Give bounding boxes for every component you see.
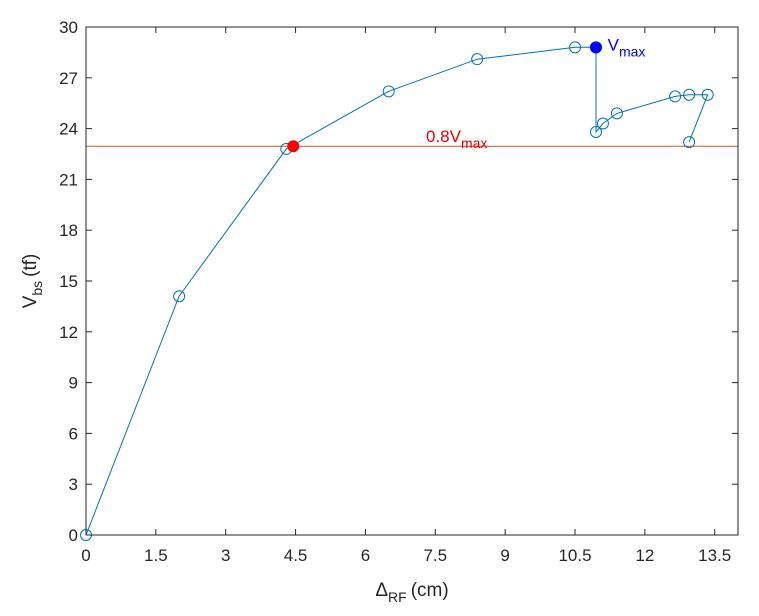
data-point: [610, 107, 623, 120]
x-tick-label: 6: [361, 546, 370, 565]
data-point: [471, 53, 484, 66]
y-tick-label: 18: [59, 221, 78, 240]
plot-frame: [85, 26, 739, 536]
y-tick-label: 24: [59, 120, 78, 139]
x-tick-label: 10.5: [558, 546, 591, 565]
data-point: [701, 88, 714, 101]
x-tick-label: 4.5: [284, 546, 308, 565]
data-point: [589, 125, 602, 138]
data-point: [669, 90, 682, 103]
x-axis-symbol: Δ: [375, 580, 388, 601]
x-tick-label: 13.5: [698, 546, 731, 565]
highlight-point: [287, 140, 300, 153]
y-tick-label: 9: [69, 374, 78, 393]
y-tick-label: 15: [59, 272, 78, 291]
data-point: [569, 41, 581, 54]
axes: 0 1.5 3 4.5 6 7.5 9 10.5 12 13.5 0 3 6 9 12 15 18 21 24 27 3…: [59, 18, 738, 565]
y-axis-subscript: bs: [29, 281, 45, 296]
data-point: [683, 88, 696, 101]
x-tick-label: 9: [500, 546, 509, 565]
y-axis-title: Vbs (tf): [20, 254, 45, 309]
annotation-main: 0.8V: [426, 127, 462, 146]
plot-area: [86, 27, 738, 535]
x-tick-label: 1.5: [144, 546, 168, 565]
x-tick-label: 0: [81, 546, 90, 565]
data-point: [173, 290, 186, 303]
data-point: [683, 136, 696, 149]
y-tick-label: 0: [69, 526, 78, 545]
x-tick-label: 12: [635, 546, 654, 565]
y-tick-label: 30: [59, 18, 78, 37]
data-point: [596, 117, 609, 130]
y-axis-symbol: V: [20, 295, 41, 308]
data-point: [382, 85, 395, 98]
x-axis-title: ΔRF (cm): [375, 580, 448, 605]
series-line: [85, 46, 709, 536]
y-tick-label: 6: [69, 424, 78, 443]
x-axis-unit: (cm): [411, 580, 449, 601]
y-tick-label: 12: [59, 323, 78, 342]
x-tick-label: 7.5: [423, 546, 447, 565]
highlight-group: [287, 41, 602, 153]
annotation-subscript: max: [461, 135, 487, 151]
annotation-label: 0.8Vmax: [426, 127, 487, 151]
annotation-main: V: [608, 36, 620, 55]
y-tick-label: 3: [69, 475, 78, 494]
y-axis-unit: (tf): [20, 254, 41, 277]
annotation-subscript: max: [619, 44, 645, 60]
annotation-label: Vmax: [608, 36, 646, 60]
y-tick-label: 27: [59, 69, 78, 88]
x-axis-subscript: RF: [388, 589, 407, 605]
y-tick-label: 21: [59, 170, 78, 189]
highlight-point: [589, 41, 602, 54]
x-tick-label: 3: [221, 546, 230, 565]
